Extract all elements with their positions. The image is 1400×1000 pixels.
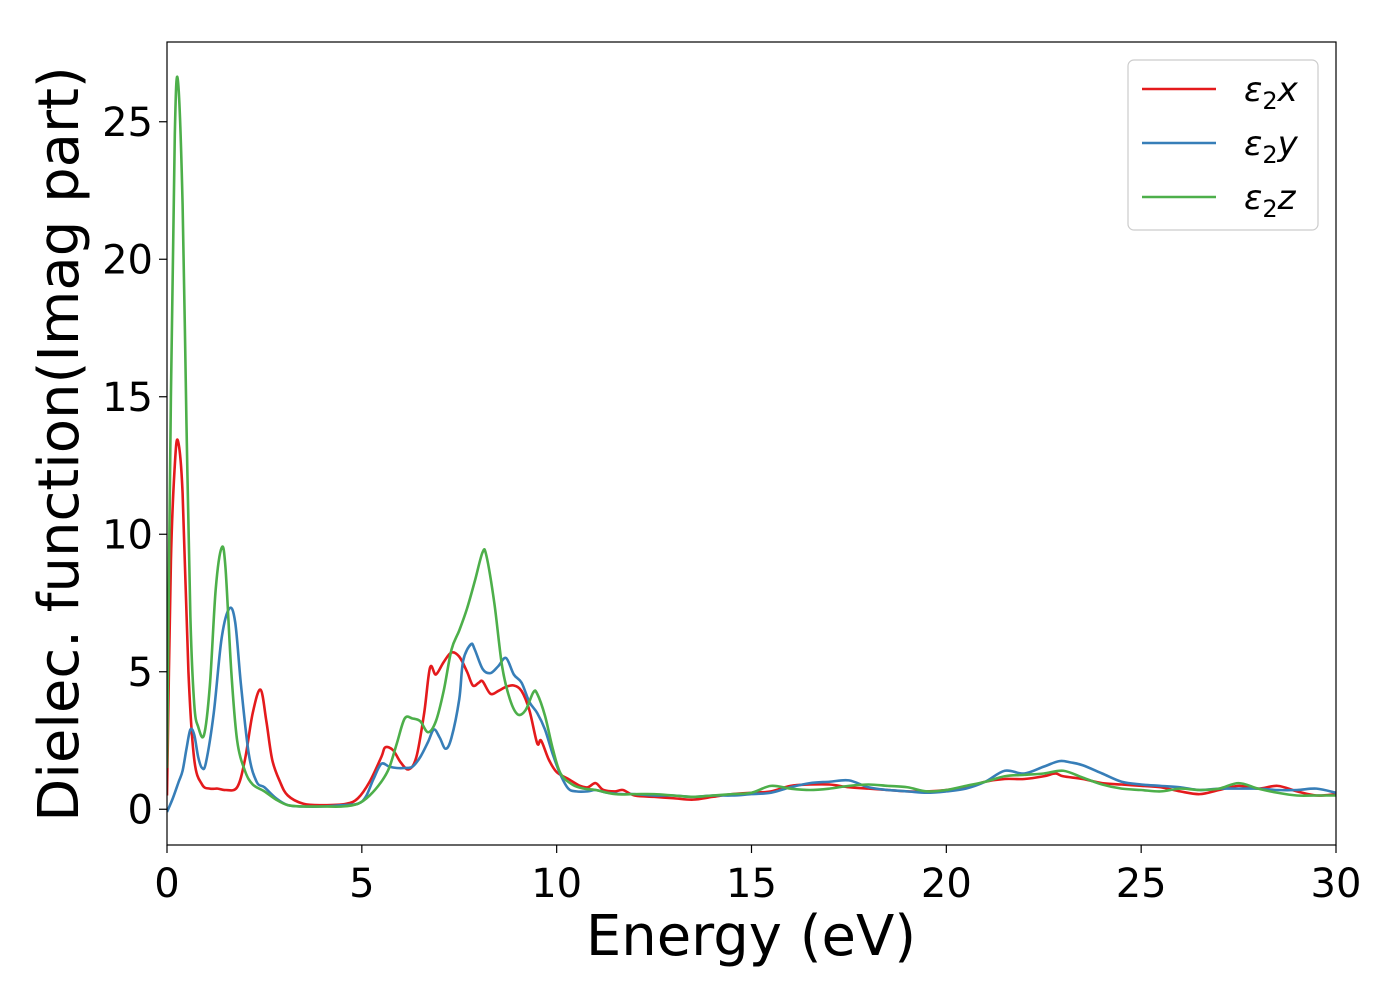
y-tick-label: 0 <box>128 787 153 833</box>
series-line-x <box>167 438 1336 807</box>
legend: ε2x ε2y ε2z <box>1127 59 1319 231</box>
x-tick-label: 30 <box>1311 861 1362 907</box>
y-tick-label: 25 <box>102 100 153 146</box>
y-axis-ticks: 0 5 10 15 20 25 <box>102 100 167 833</box>
y-tick-label: 20 <box>102 237 153 283</box>
x-tick-label: 10 <box>531 861 582 907</box>
x-axis-ticks: 0 5 10 15 20 25 30 <box>154 845 1361 907</box>
x-tick-label: 25 <box>1116 861 1167 907</box>
legend-label-y: ε2y <box>1244 124 1299 169</box>
y-axis-title: Dielec. function(Imag part) <box>27 66 92 822</box>
x-axis-title: Energy (eV) <box>586 904 916 969</box>
x-tick-label: 0 <box>154 861 179 907</box>
series-line-y <box>167 606 1336 813</box>
legend-label-z: ε2z <box>1244 178 1297 223</box>
x-tick-label: 20 <box>921 861 972 907</box>
x-tick-label: 15 <box>726 861 777 907</box>
y-tick-label: 5 <box>128 650 153 696</box>
legend-box <box>1127 59 1319 231</box>
series-lines <box>167 75 1336 813</box>
y-tick-label: 15 <box>102 375 153 421</box>
series-line-z <box>167 75 1336 809</box>
y-tick-label: 10 <box>102 512 153 558</box>
x-tick-label: 5 <box>349 861 374 907</box>
legend-label-x: ε2x <box>1244 70 1299 115</box>
